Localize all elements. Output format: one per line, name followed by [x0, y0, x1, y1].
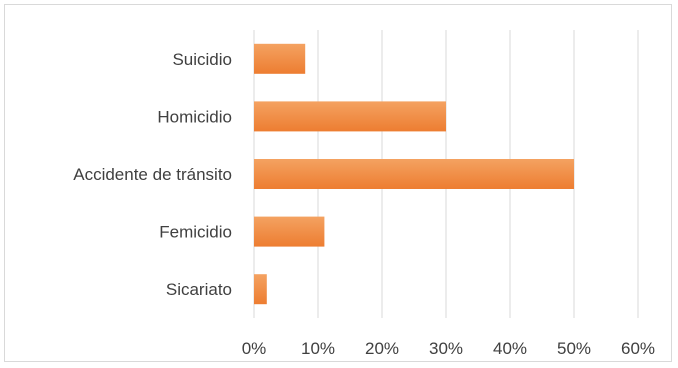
x-tick-label: 40%: [493, 339, 527, 358]
x-tick-label: 30%: [429, 339, 463, 358]
bar-1: [254, 101, 446, 132]
category-labels: Suicidio Homicidio Accidente de tránsito Fe…: [73, 50, 232, 299]
x-tick-label: 0%: [242, 339, 267, 358]
category-label: Femicidio: [159, 223, 232, 242]
x-tick-label: 10%: [301, 339, 335, 358]
category-label: Accidente de tránsito: [73, 165, 232, 184]
x-tick-labels: 0% 10% 20% 30% 40% 50% 60%: [242, 339, 655, 358]
category-label: Homicidio: [157, 107, 232, 126]
x-tick-label: 50%: [557, 339, 591, 358]
bar-2: [254, 159, 574, 189]
bar-4: [254, 274, 267, 305]
bar-3: [254, 216, 325, 247]
x-tick-label: 20%: [365, 339, 399, 358]
bar-0: [254, 43, 306, 74]
x-tick-label: 60%: [621, 339, 655, 358]
category-label: Sicariato: [166, 280, 232, 299]
category-label: Suicidio: [172, 50, 232, 69]
bars: [254, 43, 574, 305]
